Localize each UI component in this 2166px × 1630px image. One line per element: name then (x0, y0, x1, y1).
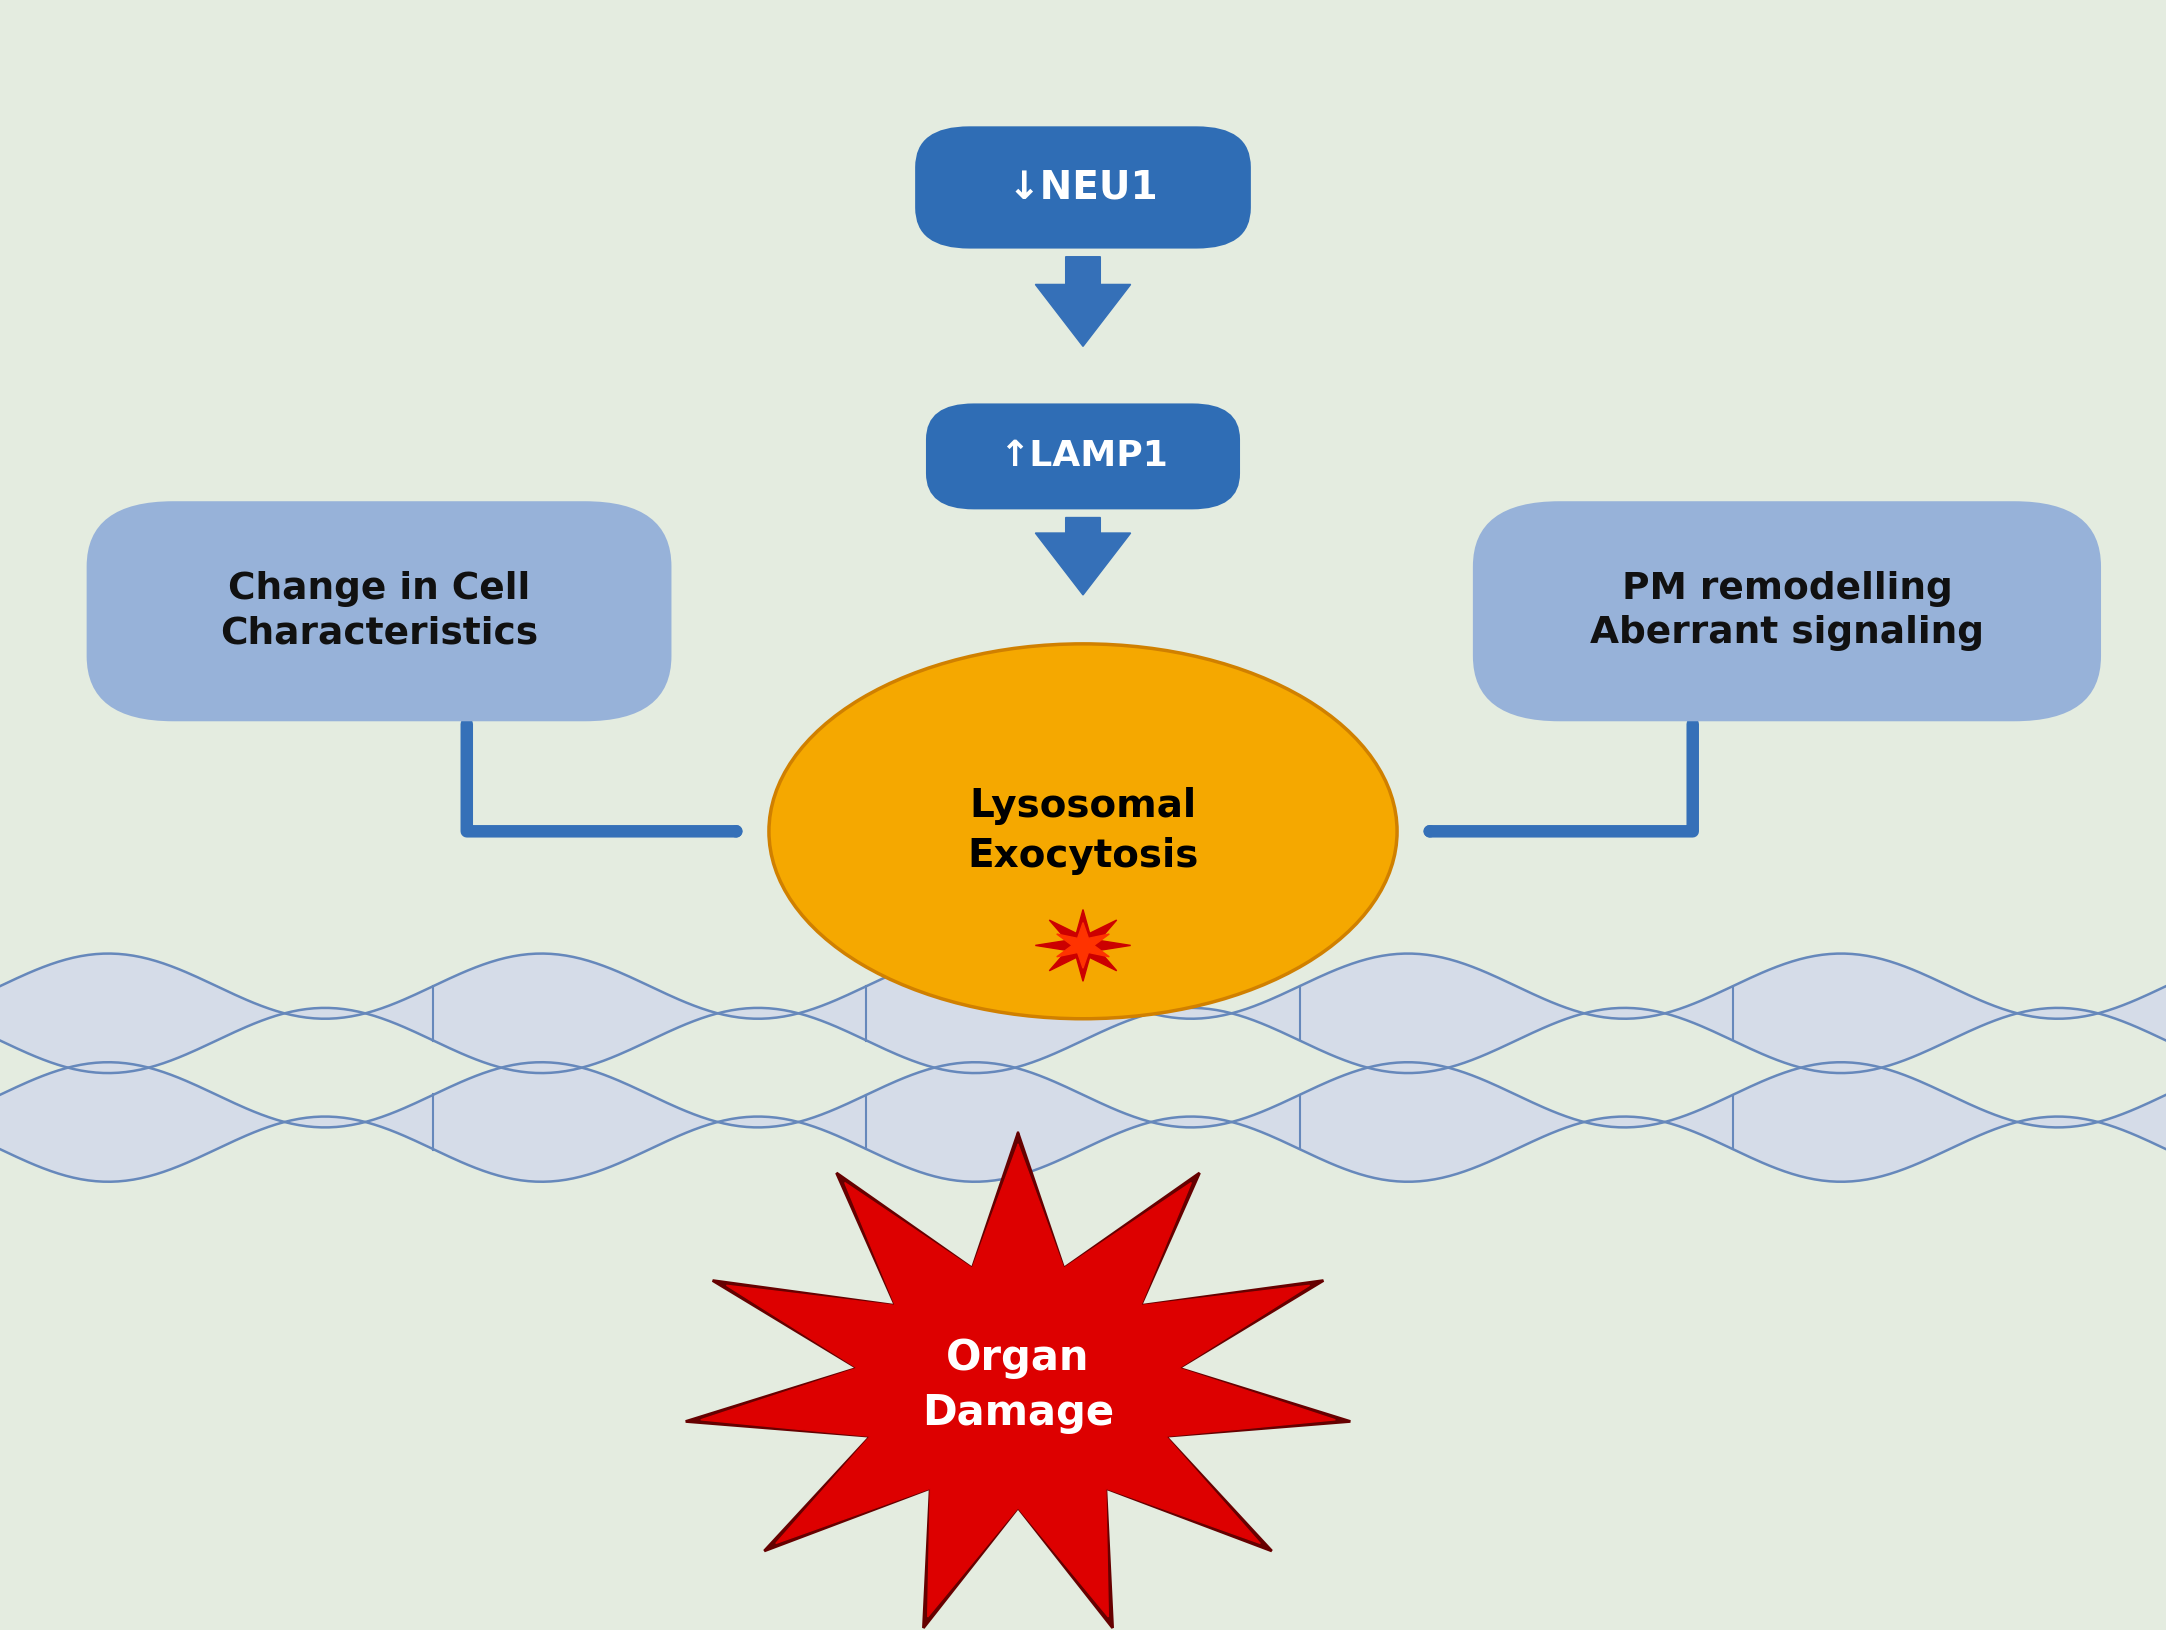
FancyBboxPatch shape (1473, 500, 2101, 720)
Text: Organ
Damage: Organ Damage (923, 1337, 1113, 1434)
Text: PM remodelling
Aberrant signaling: PM remodelling Aberrant signaling (1590, 570, 1984, 652)
Text: Lysosomal
Exocytosis: Lysosomal Exocytosis (968, 787, 1198, 875)
Polygon shape (1057, 923, 1109, 968)
Text: ↓NEU1: ↓NEU1 (1007, 168, 1159, 207)
Polygon shape (1035, 910, 1131, 981)
FancyArrowPatch shape (1430, 724, 1694, 831)
Polygon shape (687, 1133, 1349, 1628)
FancyBboxPatch shape (914, 127, 1252, 248)
FancyArrowPatch shape (466, 724, 736, 831)
Polygon shape (702, 1144, 1334, 1617)
FancyBboxPatch shape (927, 404, 1239, 509)
Ellipse shape (769, 644, 1397, 1019)
Text: Change in Cell
Characteristics: Change in Cell Characteristics (221, 570, 537, 652)
Polygon shape (1035, 518, 1131, 595)
Text: ↑LAMP1: ↑LAMP1 (999, 440, 1167, 473)
Polygon shape (1035, 256, 1131, 346)
FancyBboxPatch shape (87, 500, 671, 720)
